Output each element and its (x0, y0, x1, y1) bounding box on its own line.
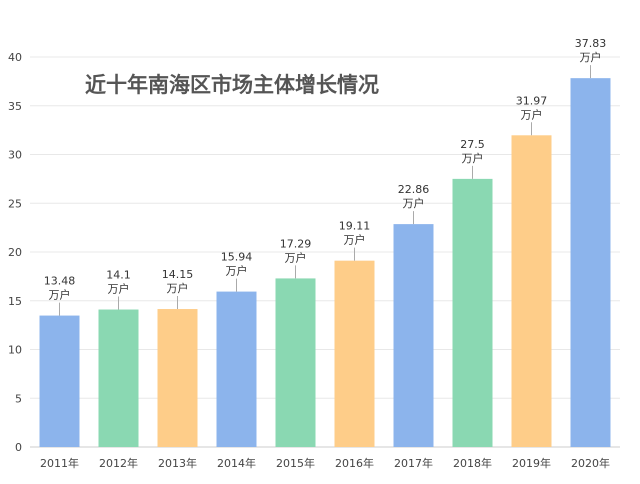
x-tick-label: 2014年 (217, 456, 256, 470)
y-tick-label: 15 (8, 295, 22, 308)
data-label: 14.15 (162, 268, 194, 281)
chart-title: 近十年南海区市场主体增长情况 (85, 73, 379, 97)
y-tick-label: 20 (8, 246, 22, 259)
bar (452, 178, 493, 447)
bar (334, 260, 375, 447)
x-tick-label: 2017年 (394, 456, 433, 470)
data-label-unit: 万户 (403, 196, 425, 210)
y-tick-label: 40 (8, 51, 22, 64)
y-tick-label: 5 (15, 392, 22, 405)
y-tick-label: 0 (15, 441, 22, 454)
bar (570, 78, 611, 447)
bar (216, 291, 257, 447)
x-tick-label: 2018年 (453, 456, 492, 470)
bar (157, 309, 198, 447)
data-label: 22.86 (398, 183, 430, 196)
data-label: 17.29 (280, 237, 312, 250)
data-label: 15.94 (221, 251, 253, 264)
data-label-unit: 万户 (167, 281, 189, 295)
x-tick-label: 2011年 (40, 456, 79, 470)
data-label-unit: 万户 (285, 250, 307, 264)
y-tick-label: 30 (8, 149, 22, 162)
bar (275, 278, 316, 447)
data-label: 14.1 (106, 269, 131, 282)
data-label: 37.83 (575, 37, 607, 50)
data-label-unit: 万户 (226, 264, 248, 278)
bar (511, 135, 552, 448)
data-label-unit: 万户 (462, 151, 484, 165)
bar (98, 309, 139, 447)
bar (393, 224, 434, 447)
data-label-unit: 万户 (580, 50, 602, 64)
bar (39, 315, 80, 447)
data-label-unit: 万户 (108, 282, 130, 296)
x-tick-label: 2015年 (276, 456, 315, 470)
x-tick-label: 2012年 (99, 456, 138, 470)
data-label-unit: 万户 (344, 233, 366, 247)
y-tick-label: 25 (8, 197, 22, 210)
data-label-unit: 万户 (49, 288, 71, 302)
data-label: 31.97 (516, 94, 548, 107)
data-label: 27.5 (460, 138, 485, 151)
x-tick-label: 2013年 (158, 456, 197, 470)
y-tick-label: 35 (8, 100, 22, 113)
data-label: 13.48 (44, 275, 76, 288)
y-tick-label: 10 (8, 344, 22, 357)
data-label: 19.11 (339, 220, 371, 233)
x-tick-label: 2020年 (571, 456, 610, 470)
x-tick-label: 2016年 (335, 456, 374, 470)
x-tick-label: 2019年 (512, 456, 551, 470)
data-label-unit: 万户 (521, 107, 543, 121)
